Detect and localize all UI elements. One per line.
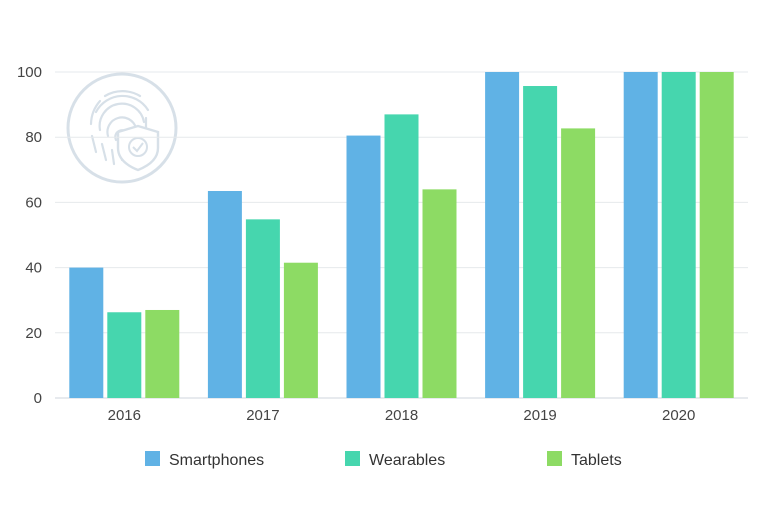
x-tick-label: 2018 [385,407,418,424]
x-axis: 2016 2017 2018 2019 2020 [108,407,696,424]
x-tick-label: 2019 [523,407,556,424]
y-tick-label: 60 [25,194,42,211]
y-tick-label: 80 [25,129,42,146]
fingerprint-shield-icon [66,72,178,184]
legend-swatch [547,451,562,466]
bar-smartphones-2016[interactable] [69,267,104,398]
bar-wearables-2020[interactable] [661,72,696,398]
bar-wearables-2017[interactable] [245,219,280,398]
legend-item-wearables[interactable]: Wearables [345,451,445,469]
legend-swatch [345,451,360,466]
x-tick-label: 2016 [108,407,141,424]
bars [69,72,734,398]
bar-tablets-2017[interactable] [283,262,318,398]
x-tick-label: 2017 [246,407,279,424]
x-tick-label: 2020 [662,407,695,424]
legend-label: Wearables [369,452,445,469]
bar-smartphones-2017[interactable] [207,190,242,398]
legend-swatch [145,451,160,466]
y-tick-label: 40 [25,260,42,277]
legend-label: Smartphones [169,452,264,469]
bar-tablets-2018[interactable] [422,189,457,398]
bar-wearables-2016[interactable] [107,312,142,398]
bar-wearables-2019[interactable] [523,86,558,398]
bar-tablets-2019[interactable] [561,128,596,398]
legend-label: Tablets [571,452,622,469]
bar-tablets-2016[interactable] [145,309,180,398]
y-axis: 0 20 40 60 80 100 [17,64,42,407]
y-tick-label: 100 [17,64,42,81]
legend: Smartphones Wearables Tablets [145,451,622,469]
watermark [66,72,178,184]
legend-item-tablets[interactable]: Tablets [547,451,622,469]
bar-smartphones-2020[interactable] [623,72,658,398]
bar-tablets-2020[interactable] [699,72,734,398]
bar-wearables-2018[interactable] [384,114,419,398]
bar-smartphones-2019[interactable] [485,72,520,398]
bar-smartphones-2018[interactable] [346,135,381,398]
legend-item-smartphones[interactable]: Smartphones [145,451,264,469]
y-tick-label: 0 [34,390,42,407]
y-tick-label: 20 [25,325,42,342]
